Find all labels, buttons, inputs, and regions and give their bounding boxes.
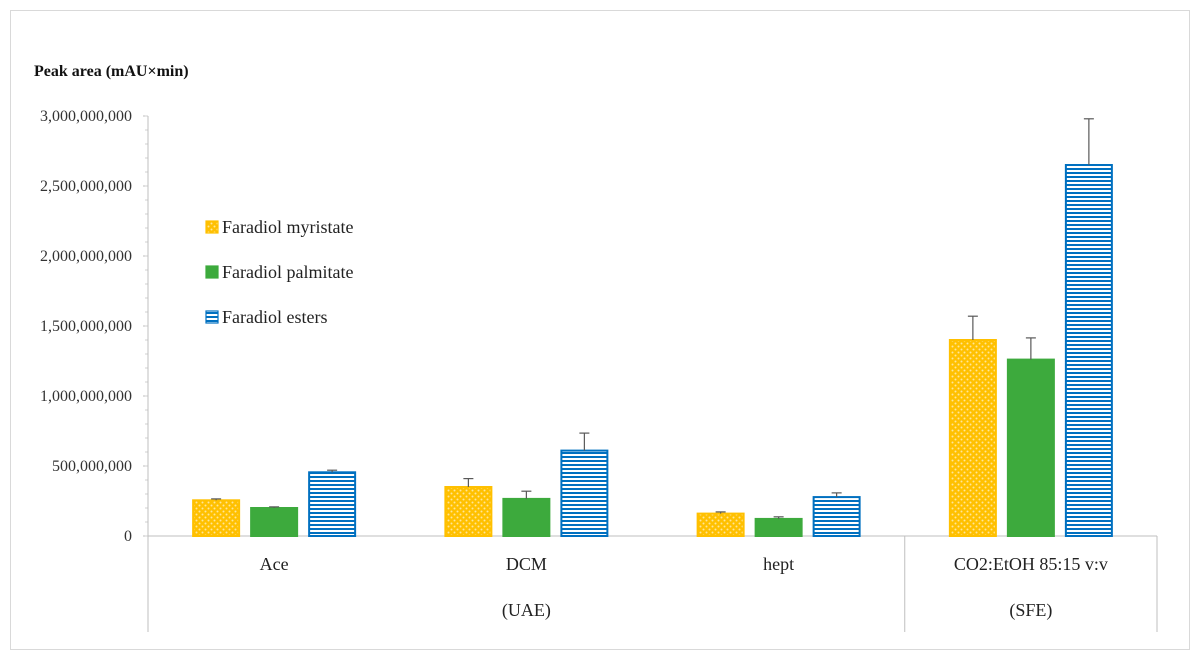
- bar: [192, 499, 241, 537]
- x-category-label: Ace: [260, 554, 289, 574]
- legend-label: Faradiol palmitate: [222, 262, 353, 282]
- y-tick-label: 1,000,000,000: [40, 388, 132, 405]
- legend: Faradiol myristate Faradiol palmitate Fara…: [205, 217, 353, 327]
- x-category-label: CO2:EtOH 85:15 v:v: [954, 554, 1108, 574]
- y-tick-label: 0: [124, 528, 132, 545]
- y-axis-label: Peak area (mAU×min): [34, 63, 189, 80]
- y-tick-label: 1,500,000,000: [40, 318, 132, 335]
- bar: [444, 486, 493, 537]
- bar: [948, 339, 997, 537]
- y-tick-label: 2,000,000,000: [40, 248, 132, 265]
- y-tick-label: 2,500,000,000: [40, 178, 132, 195]
- legend-swatch: [205, 310, 219, 324]
- x-group-label: (SFE): [1009, 600, 1052, 621]
- y-tick-label: 500,000,000: [52, 458, 132, 475]
- bars: [192, 164, 1113, 538]
- bar: [812, 496, 861, 537]
- legend-label: Faradiol myristate: [222, 217, 353, 237]
- bar: [1064, 164, 1113, 537]
- x-axis-categories: Ace DCM hept CO2:EtOH 85:15 v:v (UAE) (SFE): [260, 554, 1108, 621]
- bar: [308, 471, 357, 537]
- bar: [696, 512, 745, 537]
- y-axis-ticks: 0 500,000,000 1,000,000,000 1,500,000,000 2,…: [40, 108, 148, 545]
- error-bars: [211, 118, 1094, 519]
- bar: [754, 517, 803, 537]
- legend-swatch: [205, 220, 219, 234]
- y-tick-label: 3,000,000,000: [40, 108, 132, 125]
- x-category-label: DCM: [506, 554, 547, 574]
- x-category-label: hept: [763, 554, 794, 574]
- x-group-label: (UAE): [502, 600, 551, 621]
- bar-chart: Peak area (mAU×min) 0 500,000,000 1,000,00…: [34, 63, 1158, 632]
- bar: [250, 507, 299, 537]
- legend-swatch: [205, 265, 219, 279]
- bar: [560, 449, 609, 538]
- legend-label: Faradiol esters: [222, 307, 327, 327]
- bar: [502, 497, 551, 537]
- bar: [1006, 358, 1055, 537]
